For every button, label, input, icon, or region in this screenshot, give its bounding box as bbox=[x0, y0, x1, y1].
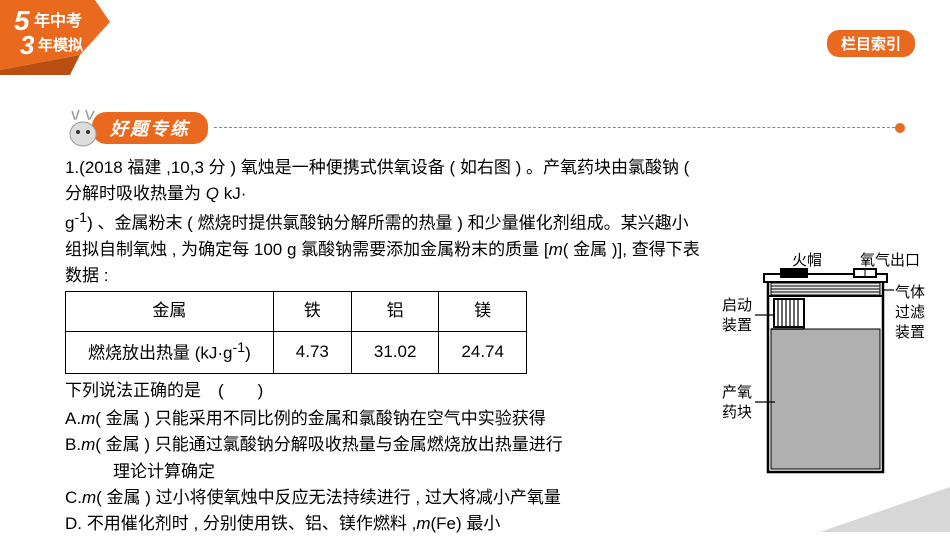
td-al: 31.02 bbox=[351, 331, 439, 373]
th-mg: 镁 bbox=[439, 292, 527, 331]
option-b-cont: 理论计算确定 bbox=[65, 459, 705, 485]
column-index-badge[interactable]: 栏目索引 bbox=[827, 30, 915, 57]
section-banner: 好题专练 bbox=[60, 110, 900, 145]
question-body: 1.(2018 福建 ,10,3 分 ) 氧烛是一种便携式供氧设备 ( 如右图 … bbox=[65, 155, 705, 538]
table-row: 金属 铁 铝 镁 bbox=[66, 292, 527, 331]
question-para-2: g-1) 、金属粉末 ( 燃烧时提供氯酸钠分解所需的热量 ) 和少量催化剂组成。… bbox=[65, 208, 705, 290]
lbl-starter2: 装置 bbox=[722, 317, 752, 334]
lbl-block1: 产氧 bbox=[722, 384, 752, 401]
logo-moni: 年模拟 bbox=[38, 36, 83, 54]
lbl-starter1: 启动 bbox=[722, 297, 752, 314]
th-metal: 金属 bbox=[66, 292, 274, 331]
series-logo: 5 年中考 3 年模拟 bbox=[0, 0, 110, 75]
lbl-outlet: 氧气出口 bbox=[860, 252, 920, 269]
lbl-filter3: 装置 bbox=[895, 324, 925, 341]
corner-triangle bbox=[820, 487, 950, 532]
td-fe: 4.73 bbox=[273, 331, 351, 373]
option-a: A.m( 金属 ) 只能采用不同比例的金属和氯酸钠在空气中实验获得 bbox=[65, 406, 705, 432]
banner-dot-icon bbox=[895, 123, 905, 133]
banner-divider bbox=[214, 127, 900, 128]
question-stem-2: 下列说法正确的是 ( ) bbox=[65, 378, 705, 404]
mascot-icon bbox=[60, 106, 106, 150]
th-al: 铝 bbox=[351, 292, 439, 331]
logo-zhongkao: 年中考 bbox=[34, 11, 82, 30]
td-label: 燃烧放出热量 (kJ·g-1) bbox=[66, 331, 274, 373]
lbl-filter1: 气体 bbox=[895, 284, 925, 301]
lbl-block2: 药块 bbox=[722, 404, 752, 421]
td-mg: 24.74 bbox=[439, 331, 527, 373]
logo-3: 3 bbox=[20, 30, 35, 60]
section-title: 好题专练 bbox=[92, 112, 208, 144]
options-list: A.m( 金属 ) 只能采用不同比例的金属和氯酸钠在空气中实验获得 B.m( 金… bbox=[65, 406, 705, 538]
lbl-cap: 火帽 bbox=[792, 252, 822, 269]
oxygen-candle-diagram: 火帽 氧气出口 启动 装置 气体 过滤 装置 产氧 药块 bbox=[720, 252, 925, 487]
table-row: 燃烧放出热量 (kJ·g-1) 4.73 31.02 24.74 bbox=[66, 331, 527, 373]
lbl-filter2: 过滤 bbox=[895, 304, 925, 321]
option-c: C.m( 金属 ) 过小将使氧烛中反应无法持续进行 , 过大将减小产氧量 bbox=[65, 485, 705, 511]
heat-table: 金属 铁 铝 镁 燃烧放出热量 (kJ·g-1) 4.73 31.02 24.7… bbox=[65, 291, 527, 373]
question-para-1: 1.(2018 福建 ,10,3 分 ) 氧烛是一种便携式供氧设备 ( 如右图 … bbox=[65, 155, 705, 208]
th-fe: 铁 bbox=[273, 292, 351, 331]
option-b: B.m( 金属 ) 只能通过氯酸钠分解吸收热量与金属燃烧放出热量进行 bbox=[65, 432, 705, 458]
option-d: D. 不用催化剂时 , 分别使用铁、铝、镁作燃料 ,m(Fe) 最小 bbox=[65, 511, 705, 537]
